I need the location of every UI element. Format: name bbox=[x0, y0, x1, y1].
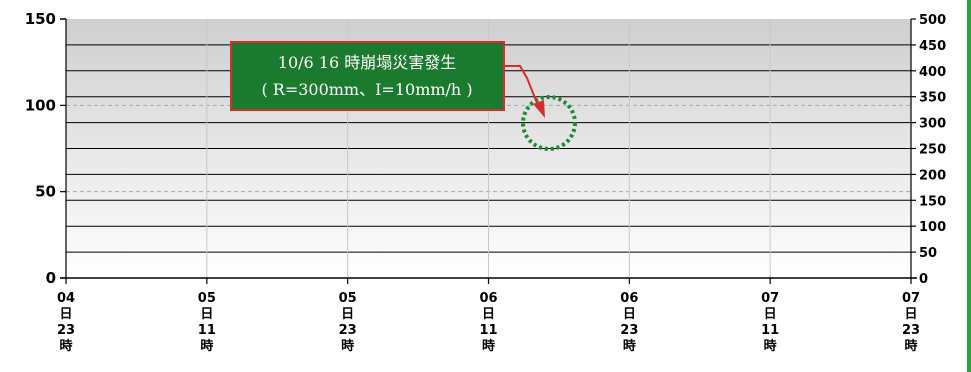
x-tick-label: 05 bbox=[198, 291, 216, 306]
x-tick-label: 23 bbox=[902, 323, 920, 338]
right-tick-label: 0 bbox=[919, 272, 928, 287]
right-tick-label: 250 bbox=[919, 143, 946, 158]
right-tick-label: 100 bbox=[919, 220, 946, 235]
right-tick-label: 400 bbox=[919, 65, 946, 80]
x-tick-label: 11 bbox=[479, 323, 497, 338]
event-circle-marker bbox=[521, 95, 577, 151]
left-tick-label: 150 bbox=[25, 10, 56, 28]
x-tick-label: 06 bbox=[479, 291, 497, 306]
x-tick-label: 日 bbox=[59, 307, 72, 322]
x-tick-label: 日 bbox=[200, 307, 213, 322]
x-tick-label: 23 bbox=[339, 323, 357, 338]
right-tick-label: 50 bbox=[919, 246, 937, 261]
right-tick-label: 500 bbox=[919, 13, 946, 28]
x-tick-label: 05 bbox=[339, 291, 357, 306]
x-tick-label: 07 bbox=[902, 291, 920, 306]
x-tick-label: 日 bbox=[482, 307, 495, 322]
annotation-line-1: 10/6 16 時崩塌災害發生 bbox=[278, 53, 456, 72]
x-tick-label: 時 bbox=[59, 338, 72, 354]
x-tick-label: 時 bbox=[904, 338, 917, 354]
right-tick-label: 450 bbox=[919, 39, 946, 54]
x-tick-label: 時 bbox=[341, 338, 354, 354]
x-tick-label: 日 bbox=[341, 307, 354, 322]
x-tick-label: 11 bbox=[761, 323, 779, 338]
frame-edge bbox=[967, 0, 971, 372]
right-tick-label: 200 bbox=[919, 168, 946, 183]
x-tick-label: 06 bbox=[620, 291, 638, 306]
left-tick-label: 50 bbox=[35, 183, 56, 201]
x-tick-label: 日 bbox=[904, 307, 917, 322]
annotation-box bbox=[230, 41, 505, 111]
x-tick-label: 23 bbox=[620, 323, 638, 338]
x-tick-label: 07 bbox=[761, 291, 779, 306]
x-tick-label: 11 bbox=[198, 323, 216, 338]
x-axis-ticks: 04日23時05日11時05日23時06日11時06日23時07日11時07日2… bbox=[57, 278, 920, 354]
left-tick-label: 100 bbox=[25, 96, 56, 114]
left-tick-label: 0 bbox=[46, 269, 56, 287]
event-arrow bbox=[503, 65, 540, 109]
right-tick-label: 300 bbox=[919, 117, 946, 132]
right-tick-label: 150 bbox=[919, 194, 946, 209]
annotation-line-2: ( R=300mm、I=10mm/h ) bbox=[261, 80, 472, 99]
x-tick-label: 時 bbox=[623, 338, 636, 354]
x-tick-label: 日 bbox=[764, 307, 777, 322]
x-tick-label: 23 bbox=[57, 323, 75, 338]
x-tick-label: 時 bbox=[764, 338, 777, 354]
grid-lines bbox=[66, 19, 911, 278]
event-arrowhead bbox=[533, 100, 545, 118]
x-tick-label: 時 bbox=[200, 338, 213, 354]
x-tick-label: 時 bbox=[482, 338, 495, 354]
left-axis-ticks: 150 100 50 0 bbox=[25, 10, 66, 287]
x-tick-label: 04 bbox=[57, 291, 75, 306]
right-tick-label: 350 bbox=[919, 91, 946, 106]
landslide-annotation: 10/6 16 時崩塌災害發生 ( R=300mm、I=10mm/h ) bbox=[230, 41, 577, 151]
x-tick-label: 日 bbox=[623, 307, 636, 322]
